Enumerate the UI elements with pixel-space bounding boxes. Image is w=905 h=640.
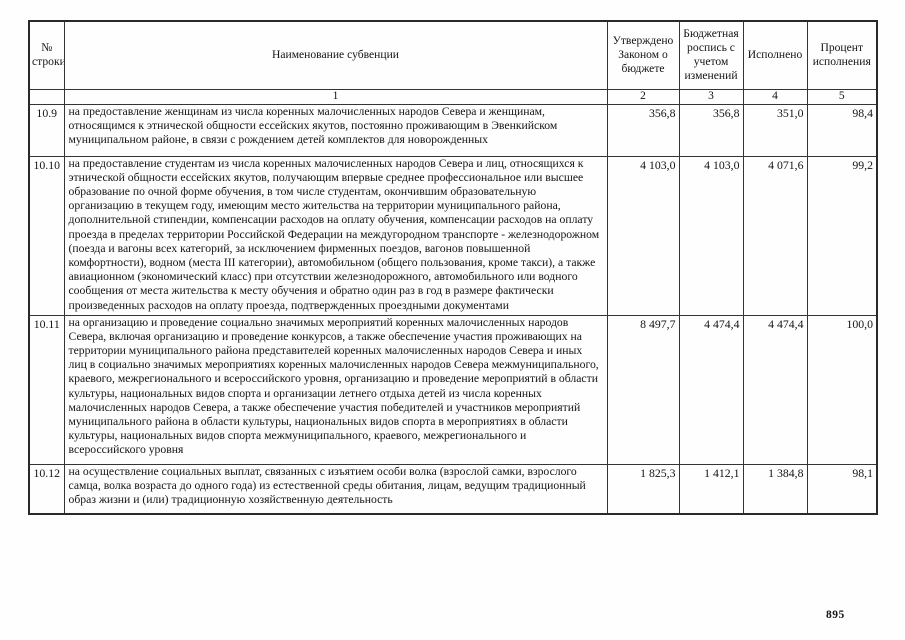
cell-execution-percent: 98,4 bbox=[806, 103, 878, 157]
column-header-execution-percent: Процент исполнения bbox=[806, 20, 878, 90]
column-index-5: 5 bbox=[806, 88, 878, 105]
cell-budget-rospis: 356,8 bbox=[678, 103, 744, 157]
page-number: 895 bbox=[826, 609, 845, 621]
column-header-approved-by-law: Утверждено Законом о бюджете bbox=[606, 20, 680, 90]
column-index-2: 2 bbox=[606, 88, 680, 105]
column-header-budget-rospis: Бюджетная роспись с учетом изменений bbox=[678, 20, 744, 90]
cell-executed: 4 071,6 bbox=[742, 155, 808, 316]
cell-subvention-name: на предоставление студентам из числа кор… bbox=[63, 155, 608, 316]
column-index-1: 1 bbox=[63, 88, 608, 105]
cell-budget-rospis: 1 412,1 bbox=[678, 463, 744, 515]
cell-approved-by-law: 1 825,3 bbox=[606, 463, 680, 515]
column-header-subvention-name: Наименование субвенции bbox=[63, 20, 608, 90]
cell-approved-by-law: 8 497,7 bbox=[606, 314, 680, 465]
table-row: 10.9 на предоставление женщинам из числа … bbox=[28, 103, 878, 157]
cell-row-number: 10.9 bbox=[28, 103, 65, 157]
cell-execution-percent: 98,1 bbox=[806, 463, 878, 515]
subventions-table: № строки Наименование субвенции Утвержде… bbox=[28, 20, 878, 515]
cell-execution-percent: 100,0 bbox=[806, 314, 878, 465]
cell-approved-by-law: 4 103,0 bbox=[606, 155, 680, 316]
column-index-3: 3 bbox=[678, 88, 744, 105]
table-header-row: № строки Наименование субвенции Утвержде… bbox=[28, 20, 878, 90]
cell-budget-rospis: 4 474,4 bbox=[678, 314, 744, 465]
cell-executed: 4 474,4 bbox=[742, 314, 808, 465]
cell-budget-rospis: 4 103,0 bbox=[678, 155, 744, 316]
cell-row-number: 10.12 bbox=[28, 463, 65, 515]
table-row: 10.10 на предоставление студентам из числ… bbox=[28, 155, 878, 316]
cell-execution-percent: 99,2 bbox=[806, 155, 878, 316]
cell-executed: 351,0 bbox=[742, 103, 808, 157]
cell-subvention-name: на организацию и проведение социально зн… bbox=[63, 314, 608, 465]
column-header-row-number: № строки bbox=[28, 20, 65, 90]
column-index-4: 4 bbox=[742, 88, 808, 105]
cell-approved-by-law: 356,8 bbox=[606, 103, 680, 157]
cell-row-number: 10.11 bbox=[28, 314, 65, 465]
column-index-row: 1 2 3 4 5 bbox=[28, 88, 878, 105]
table-body: 10.9 на предоставление женщинам из числа … bbox=[28, 103, 878, 515]
table-row: 10.12 на осуществление социальных выплат,… bbox=[28, 463, 878, 515]
table-row: 10.11 на организацию и проведение социаль… bbox=[28, 314, 878, 465]
cell-subvention-name: на осуществление социальных выплат, связ… bbox=[63, 463, 608, 515]
cell-row-number: 10.10 bbox=[28, 155, 65, 316]
column-header-executed: Исполнено bbox=[742, 20, 808, 90]
column-index-empty bbox=[28, 88, 65, 105]
cell-executed: 1 384,8 bbox=[742, 463, 808, 515]
cell-subvention-name: на предоставление женщинам из числа коре… bbox=[63, 103, 608, 157]
